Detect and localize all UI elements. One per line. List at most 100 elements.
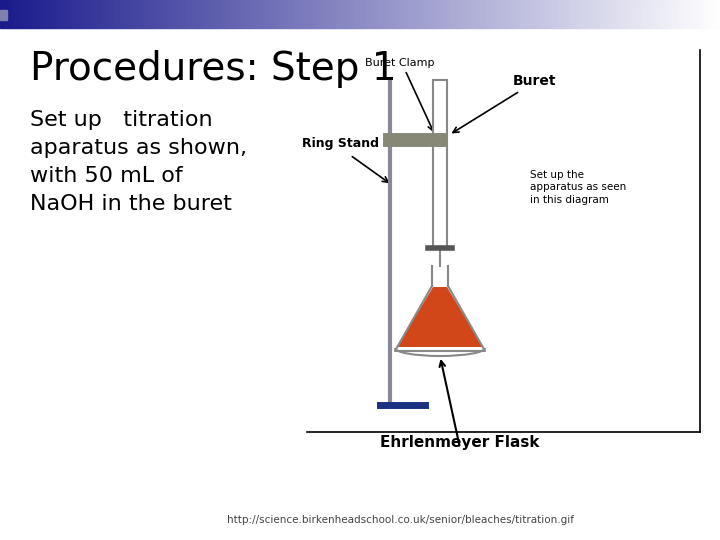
Bar bbox=[230, 0, 233, 28]
Bar bbox=[259, 0, 261, 28]
Bar bbox=[355, 0, 358, 28]
Bar bbox=[701, 0, 703, 28]
Bar bbox=[379, 0, 382, 28]
Bar bbox=[175, 0, 178, 28]
Bar bbox=[161, 0, 163, 28]
Bar bbox=[58, 0, 60, 28]
Bar bbox=[125, 0, 127, 28]
Bar bbox=[36, 0, 38, 28]
Bar bbox=[396, 0, 398, 28]
Bar bbox=[444, 0, 446, 28]
Bar bbox=[343, 0, 346, 28]
Bar bbox=[276, 0, 279, 28]
Bar bbox=[336, 0, 338, 28]
Bar bbox=[567, 0, 569, 28]
Bar bbox=[310, 0, 312, 28]
Bar bbox=[650, 0, 653, 28]
Bar bbox=[283, 0, 286, 28]
Bar bbox=[394, 0, 396, 28]
Bar bbox=[163, 0, 166, 28]
Bar bbox=[511, 0, 513, 28]
Bar bbox=[103, 0, 106, 28]
Bar bbox=[585, 0, 588, 28]
Bar bbox=[317, 0, 319, 28]
Bar bbox=[305, 0, 307, 28]
Text: Procedures: Step 1: Procedures: Step 1 bbox=[30, 50, 397, 88]
Bar bbox=[682, 0, 684, 28]
Text: Set up   titration
aparatus as shown,
with 50 mL of
NaOH in the buret: Set up titration aparatus as shown, with… bbox=[30, 110, 247, 214]
Bar bbox=[288, 0, 290, 28]
Bar bbox=[79, 0, 81, 28]
Bar bbox=[346, 0, 348, 28]
Bar bbox=[266, 0, 269, 28]
Bar bbox=[156, 0, 158, 28]
Bar bbox=[67, 0, 70, 28]
Bar bbox=[358, 0, 360, 28]
Bar bbox=[65, 0, 67, 28]
Bar bbox=[598, 0, 600, 28]
Bar bbox=[319, 0, 322, 28]
Bar bbox=[261, 0, 264, 28]
Bar bbox=[264, 0, 266, 28]
Bar bbox=[715, 0, 718, 28]
Bar bbox=[675, 0, 677, 28]
Bar bbox=[528, 0, 531, 28]
Bar bbox=[605, 0, 607, 28]
Bar bbox=[348, 0, 351, 28]
Bar bbox=[365, 0, 367, 28]
Bar bbox=[425, 0, 427, 28]
Bar bbox=[521, 0, 523, 28]
Bar bbox=[360, 0, 362, 28]
Bar bbox=[233, 0, 235, 28]
Bar bbox=[117, 0, 120, 28]
Bar bbox=[149, 0, 151, 28]
Bar bbox=[634, 0, 636, 28]
Bar bbox=[254, 0, 257, 28]
Bar bbox=[137, 0, 139, 28]
Bar bbox=[168, 0, 171, 28]
Bar bbox=[497, 0, 499, 28]
Bar bbox=[185, 0, 187, 28]
Bar bbox=[588, 0, 590, 28]
Bar bbox=[279, 0, 281, 28]
Bar bbox=[99, 0, 101, 28]
Bar bbox=[487, 0, 490, 28]
Bar bbox=[495, 0, 497, 28]
Bar bbox=[41, 0, 43, 28]
Bar bbox=[166, 0, 168, 28]
Bar bbox=[274, 0, 276, 28]
Bar bbox=[504, 0, 506, 28]
Bar bbox=[636, 0, 639, 28]
Bar bbox=[110, 0, 113, 28]
Bar bbox=[22, 0, 24, 28]
Bar bbox=[619, 0, 621, 28]
Bar bbox=[333, 0, 336, 28]
Bar bbox=[211, 0, 214, 28]
Bar bbox=[202, 0, 204, 28]
Bar bbox=[240, 0, 243, 28]
Bar bbox=[439, 0, 441, 28]
Bar bbox=[518, 0, 521, 28]
Bar bbox=[574, 0, 576, 28]
Bar bbox=[418, 0, 420, 28]
Bar bbox=[569, 0, 571, 28]
Bar bbox=[171, 0, 173, 28]
Text: Set up the
apparatus as seen
in this diagram: Set up the apparatus as seen in this dia… bbox=[530, 170, 626, 205]
Bar bbox=[72, 0, 74, 28]
Bar bbox=[432, 0, 434, 28]
Bar bbox=[180, 0, 182, 28]
Bar bbox=[403, 0, 405, 28]
Bar bbox=[706, 0, 708, 28]
Bar bbox=[38, 0, 41, 28]
Bar bbox=[369, 0, 372, 28]
Bar bbox=[19, 0, 22, 28]
Bar bbox=[590, 0, 593, 28]
Bar bbox=[101, 0, 103, 28]
Bar bbox=[593, 0, 595, 28]
Bar bbox=[610, 0, 612, 28]
Bar bbox=[142, 0, 144, 28]
Bar bbox=[295, 0, 297, 28]
Bar bbox=[122, 0, 125, 28]
Bar bbox=[91, 0, 94, 28]
Bar bbox=[576, 0, 578, 28]
